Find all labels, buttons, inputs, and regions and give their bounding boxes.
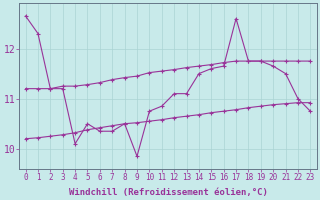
X-axis label: Windchill (Refroidissement éolien,°C): Windchill (Refroidissement éolien,°C) bbox=[68, 188, 268, 197]
